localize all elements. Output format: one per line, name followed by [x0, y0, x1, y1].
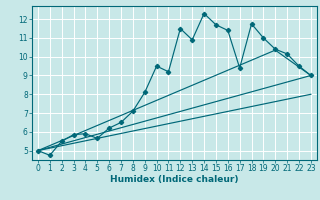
X-axis label: Humidex (Indice chaleur): Humidex (Indice chaleur)	[110, 175, 239, 184]
